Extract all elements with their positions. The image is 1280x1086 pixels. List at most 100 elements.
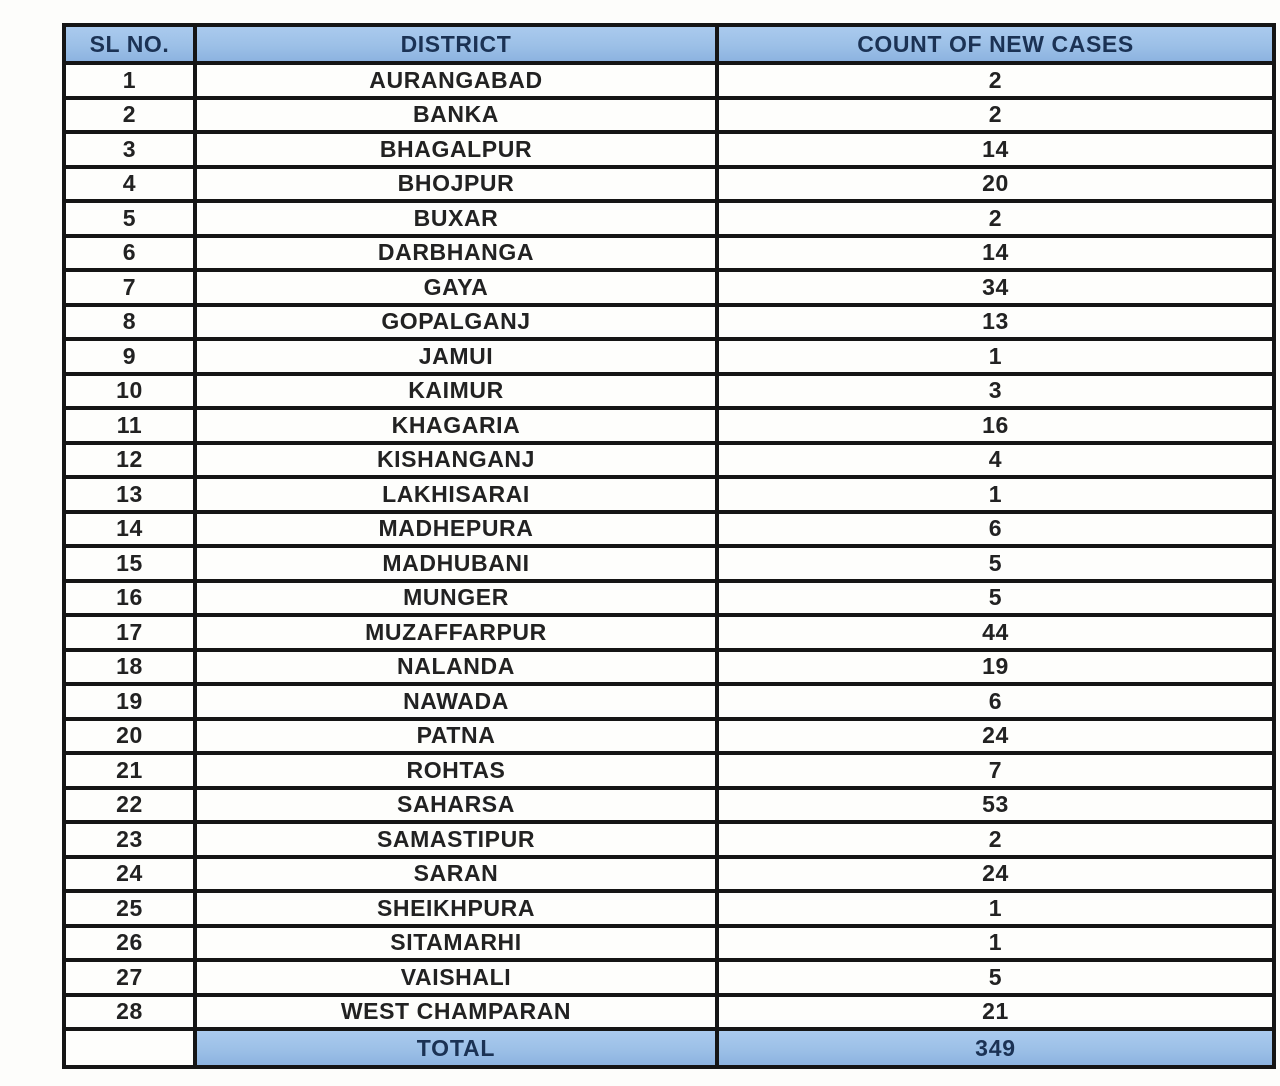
sl-no-cell: 20 — [62, 716, 197, 755]
sl-no-cell: 25 — [62, 889, 197, 928]
count-cell: 6 — [715, 509, 1276, 548]
table-row: 10 KAIMUR 3 — [62, 371, 1276, 410]
district-cell: SITAMARHI — [193, 923, 719, 962]
sl-no-cell: 11 — [62, 406, 197, 445]
sl-no-cell: 1 — [62, 61, 197, 100]
table-row: 1 AURANGABAD 2 — [62, 61, 1276, 100]
count-cell: 24 — [715, 716, 1276, 755]
table-row: 17 MUZAFFARPUR 44 — [62, 613, 1276, 652]
table-row: 13 LAKHISARAI 1 — [62, 475, 1276, 514]
count-cell: 5 — [715, 578, 1276, 617]
count-cell: 1 — [715, 475, 1276, 514]
district-cell: KHAGARIA — [193, 406, 719, 445]
count-cell: 21 — [715, 992, 1276, 1031]
sl-no-cell: 2 — [62, 95, 197, 134]
sl-no-cell: 8 — [62, 302, 197, 341]
district-cell: NALANDA — [193, 647, 719, 686]
district-cell: WEST CHAMPARAN — [193, 992, 719, 1031]
sl-no-cell: 24 — [62, 854, 197, 893]
district-cell: MUZAFFARPUR — [193, 613, 719, 652]
count-cell: 2 — [715, 61, 1276, 100]
table-row: 15 MADHUBANI 5 — [62, 544, 1276, 583]
district-cell: MADHEPURA — [193, 509, 719, 548]
count-cell: 1 — [715, 337, 1276, 376]
total-label: TOTAL — [193, 1027, 719, 1069]
district-cell: SAMASTIPUR — [193, 820, 719, 859]
count-cell: 20 — [715, 164, 1276, 203]
count-cell: 44 — [715, 613, 1276, 652]
table-row: 12 KISHANGANJ 4 — [62, 440, 1276, 479]
table-row: 25 SHEIKHPURA 1 — [62, 889, 1276, 928]
table-row: 21 ROHTAS 7 — [62, 751, 1276, 790]
table-row: 18 NALANDA 19 — [62, 647, 1276, 686]
sl-no-cell: 15 — [62, 544, 197, 583]
sl-no-cell: 14 — [62, 509, 197, 548]
district-cell: BANKA — [193, 95, 719, 134]
district-cell: AURANGABAD — [193, 61, 719, 100]
total-value: 349 — [715, 1027, 1276, 1069]
table-row: 9 JAMUI 1 — [62, 337, 1276, 376]
table-row: 16 MUNGER 5 — [62, 578, 1276, 617]
col-header-district: DISTRICT — [193, 23, 719, 65]
count-cell: 2 — [715, 820, 1276, 859]
count-cell: 2 — [715, 95, 1276, 134]
table-row: 4 BHOJPUR 20 — [62, 164, 1276, 203]
header-row: SL NO. DISTRICT COUNT OF NEW CASES — [62, 23, 1276, 65]
district-cell: PATNA — [193, 716, 719, 755]
district-cell: GOPALGANJ — [193, 302, 719, 341]
count-cell: 7 — [715, 751, 1276, 790]
table-header: SL NO. DISTRICT COUNT OF NEW CASES — [62, 23, 1276, 65]
district-cell: MADHUBANI — [193, 544, 719, 583]
new-cases-table: SL NO. DISTRICT COUNT OF NEW CASES 1 AURA… — [62, 23, 1276, 1069]
district-cell: KISHANGANJ — [193, 440, 719, 479]
district-cell: SARAN — [193, 854, 719, 893]
sl-no-cell: 3 — [62, 130, 197, 169]
table-row: 5 BUXAR 2 — [62, 199, 1276, 238]
table-row: 27 VAISHALI 5 — [62, 958, 1276, 997]
col-header-count: COUNT OF NEW CASES — [715, 23, 1276, 65]
table-row: 3 BHAGALPUR 14 — [62, 130, 1276, 169]
table-row: 6 DARBHANGA 14 — [62, 233, 1276, 272]
count-cell: 24 — [715, 854, 1276, 893]
district-cell: NAWADA — [193, 682, 719, 721]
count-cell: 19 — [715, 647, 1276, 686]
sl-no-cell: 18 — [62, 647, 197, 686]
district-cell: BUXAR — [193, 199, 719, 238]
table-row: 19 NAWADA 6 — [62, 682, 1276, 721]
table-row: 23 SAMASTIPUR 2 — [62, 820, 1276, 859]
sl-no-cell: 28 — [62, 992, 197, 1031]
col-header-sl-no: SL NO. — [62, 23, 197, 65]
count-cell: 14 — [715, 233, 1276, 272]
district-cell: JAMUI — [193, 337, 719, 376]
district-cell: SHEIKHPURA — [193, 889, 719, 928]
count-cell: 3 — [715, 371, 1276, 410]
district-cell: VAISHALI — [193, 958, 719, 997]
district-cell: BHOJPUR — [193, 164, 719, 203]
sl-no-cell: 23 — [62, 820, 197, 859]
count-cell: 5 — [715, 958, 1276, 997]
sl-no-cell: 27 — [62, 958, 197, 997]
sl-no-cell: 21 — [62, 751, 197, 790]
sl-no-cell: 16 — [62, 578, 197, 617]
table-row: 14 MADHEPURA 6 — [62, 509, 1276, 548]
table-row: 20 PATNA 24 — [62, 716, 1276, 755]
district-cell: KAIMUR — [193, 371, 719, 410]
sl-no-cell: 6 — [62, 233, 197, 272]
table-row: 2 BANKA 2 — [62, 95, 1276, 134]
district-cell: DARBHANGA — [193, 233, 719, 272]
table-row: 11 KHAGARIA 16 — [62, 406, 1276, 445]
table-row: 26 SITAMARHI 1 — [62, 923, 1276, 962]
district-cell: SAHARSA — [193, 785, 719, 824]
count-cell: 5 — [715, 544, 1276, 583]
table-body: 1 AURANGABAD 2 2 BANKA 2 3 BHAGALPUR 14 4 BHOJPUR 2… — [62, 61, 1276, 1031]
count-cell: 1 — [715, 923, 1276, 962]
count-cell: 34 — [715, 268, 1276, 307]
sl-no-cell: 9 — [62, 337, 197, 376]
district-cell: LAKHISARAI — [193, 475, 719, 514]
district-cell: GAYA — [193, 268, 719, 307]
sl-no-cell: 5 — [62, 199, 197, 238]
total-row: TOTAL 349 — [62, 1027, 1276, 1069]
count-cell: 1 — [715, 889, 1276, 928]
sl-no-cell: 4 — [62, 164, 197, 203]
